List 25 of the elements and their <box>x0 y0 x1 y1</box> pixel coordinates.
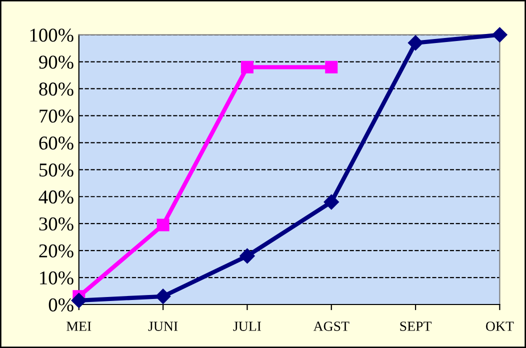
y-tick-label: 40% <box>38 190 74 204</box>
y-tick-label: 10% <box>40 271 74 285</box>
y-tick-label: 70% <box>40 110 74 123</box>
x-tick-label: AGST <box>313 322 350 331</box>
y-tick-label: 100% <box>30 28 74 42</box>
point <box>240 248 255 264</box>
y-tick-label: 50% <box>40 163 74 177</box>
y-tick-label: 80% <box>39 82 74 96</box>
point <box>324 194 339 210</box>
x-tick-label: SEPT <box>400 322 432 331</box>
point <box>156 218 170 232</box>
point <box>325 60 338 74</box>
y-tick-label: 90% <box>39 56 74 69</box>
point <box>155 288 171 304</box>
point <box>492 27 508 42</box>
x-tick-label: OKT <box>486 322 514 331</box>
x-tick-label: MEI <box>66 322 92 331</box>
y-tick-label: 0% <box>48 298 74 312</box>
x-tick-label: JULI <box>233 322 262 331</box>
y-tick-label: 60% <box>39 136 74 150</box>
y-tick-label: 30% <box>39 217 74 231</box>
y-tick-label: 20% <box>39 244 74 258</box>
x-tick-label: JUNI <box>148 322 178 331</box>
point <box>240 60 254 74</box>
point <box>408 35 424 50</box>
